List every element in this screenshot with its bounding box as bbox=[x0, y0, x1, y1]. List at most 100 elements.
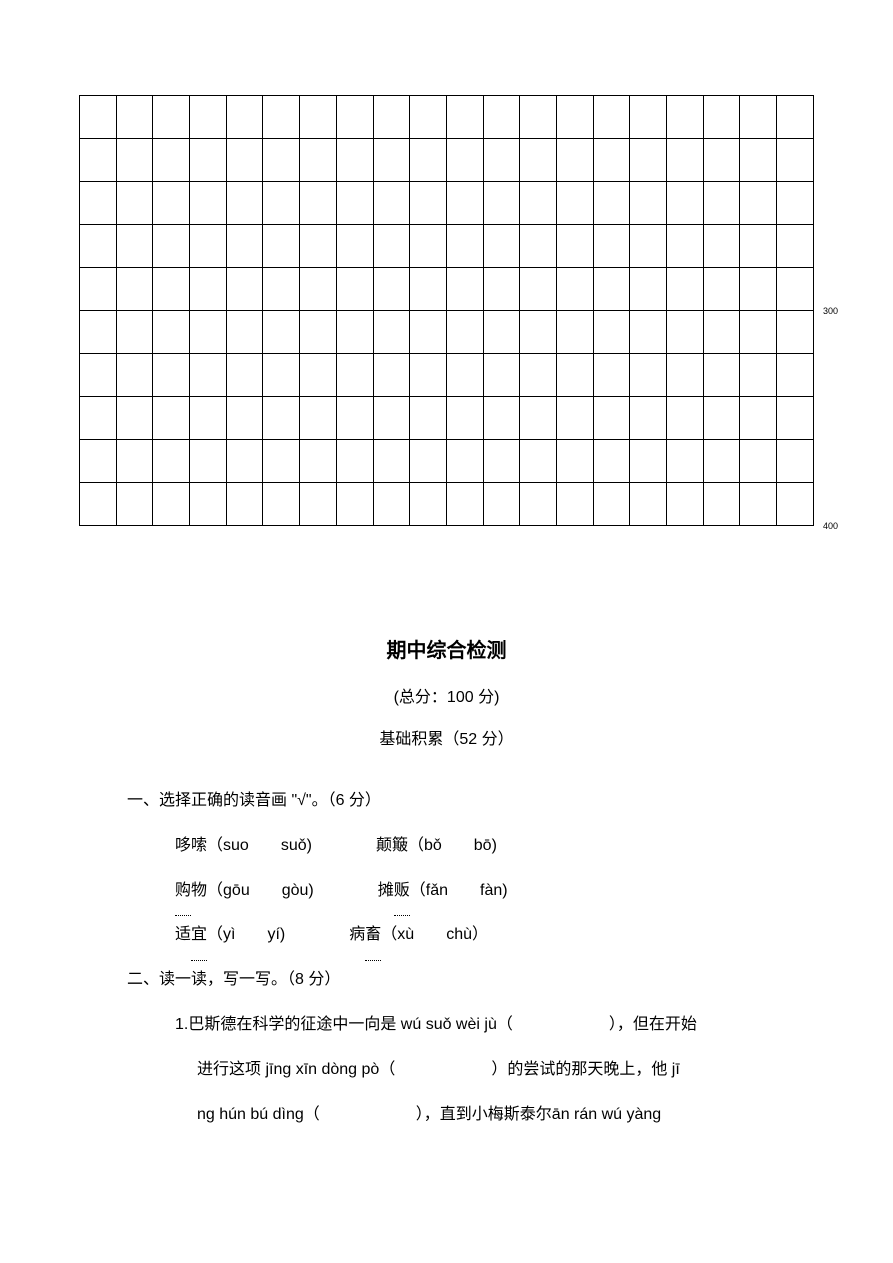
grid-cell bbox=[80, 225, 117, 268]
grid-cell bbox=[80, 139, 117, 182]
grid-cell bbox=[483, 397, 520, 440]
grid-cell bbox=[703, 311, 740, 354]
grid-cell bbox=[593, 440, 630, 483]
grid-cell bbox=[593, 139, 630, 182]
grid-cell bbox=[263, 311, 300, 354]
grid-cell bbox=[336, 440, 373, 483]
grid-cell bbox=[336, 483, 373, 526]
grid-cell bbox=[703, 225, 740, 268]
grid-cell bbox=[593, 268, 630, 311]
grid-cell bbox=[373, 225, 410, 268]
grid-cell bbox=[336, 225, 373, 268]
grid-cell bbox=[116, 397, 153, 440]
grid-cell bbox=[153, 440, 190, 483]
grid-cell bbox=[556, 311, 593, 354]
grid-cell bbox=[226, 139, 263, 182]
grid-cell bbox=[740, 96, 777, 139]
grid-cell bbox=[263, 96, 300, 139]
grid-cell bbox=[630, 397, 667, 440]
grid-cell bbox=[373, 139, 410, 182]
grid-cell bbox=[190, 225, 227, 268]
grid-cell bbox=[116, 354, 153, 397]
grid-cell bbox=[263, 268, 300, 311]
grid-cell bbox=[226, 182, 263, 225]
grid-cell bbox=[300, 397, 337, 440]
grid-cell bbox=[263, 397, 300, 440]
grid-cell bbox=[777, 397, 814, 440]
grid-cell bbox=[410, 440, 447, 483]
grid-cell bbox=[703, 268, 740, 311]
grid-cell bbox=[667, 354, 704, 397]
grid-cell bbox=[153, 96, 190, 139]
grid-cell bbox=[777, 311, 814, 354]
grid-cell bbox=[300, 483, 337, 526]
q2-line-3: ng hún bú dìng（ ），直到小梅斯泰尔ān rán wú yàng bbox=[197, 1093, 818, 1138]
grid-cell bbox=[410, 96, 447, 139]
grid-cell bbox=[703, 139, 740, 182]
grid-cell bbox=[446, 311, 483, 354]
q2-line-1: 1.巴斯德在科学的征途中一向是 wú suǒ wèi jù（ ），但在开始 bbox=[175, 1003, 818, 1048]
grid-cell bbox=[190, 483, 227, 526]
grid-cell bbox=[300, 96, 337, 139]
grid-cell bbox=[446, 397, 483, 440]
grid-cell bbox=[446, 440, 483, 483]
grid-cell bbox=[630, 354, 667, 397]
grid-cell bbox=[593, 96, 630, 139]
grid-cell bbox=[300, 354, 337, 397]
grid-cell bbox=[520, 483, 557, 526]
grid-cell bbox=[116, 268, 153, 311]
grid-cell bbox=[483, 483, 520, 526]
grid-cell bbox=[630, 225, 667, 268]
grid-cell bbox=[190, 440, 227, 483]
grid-cell bbox=[777, 96, 814, 139]
grid-cell bbox=[556, 354, 593, 397]
grid-cell bbox=[520, 397, 557, 440]
grid-cell bbox=[483, 268, 520, 311]
grid-cell bbox=[556, 182, 593, 225]
grid-cell bbox=[667, 311, 704, 354]
grid-cell bbox=[630, 182, 667, 225]
grid-cell bbox=[116, 225, 153, 268]
grid-cell bbox=[777, 354, 814, 397]
grid-cell: 400 bbox=[777, 483, 814, 526]
grid-cell bbox=[410, 268, 447, 311]
grid-cell bbox=[593, 225, 630, 268]
grid-cell bbox=[80, 96, 117, 139]
grid-cell bbox=[373, 96, 410, 139]
grid-cell bbox=[556, 268, 593, 311]
grid-cell bbox=[226, 354, 263, 397]
grid-cell: 300 bbox=[777, 268, 814, 311]
grid-cell bbox=[740, 268, 777, 311]
grid-cell bbox=[373, 268, 410, 311]
grid-cell bbox=[226, 483, 263, 526]
grid-cell bbox=[153, 483, 190, 526]
grid-cell bbox=[703, 354, 740, 397]
grid-cell bbox=[190, 397, 227, 440]
grid-cell bbox=[667, 440, 704, 483]
question-2-heading: 二、读一读，写一写。（8 分） bbox=[127, 958, 818, 1003]
grid-cell bbox=[446, 354, 483, 397]
grid-cell bbox=[80, 354, 117, 397]
grid-cell bbox=[226, 440, 263, 483]
grid-cell bbox=[116, 483, 153, 526]
grid-cell bbox=[483, 311, 520, 354]
grid-cell bbox=[116, 440, 153, 483]
total-score-label: (总分：100 分) bbox=[75, 683, 818, 707]
writing-grid: 300 400 bbox=[79, 95, 814, 526]
grid-cell bbox=[483, 96, 520, 139]
grid-cell bbox=[410, 354, 447, 397]
grid-cell bbox=[740, 139, 777, 182]
grid-cell bbox=[373, 440, 410, 483]
grid-cell bbox=[373, 311, 410, 354]
grid-cell bbox=[593, 483, 630, 526]
grid-cell bbox=[483, 182, 520, 225]
grid-cell bbox=[667, 96, 704, 139]
grid-cell bbox=[153, 354, 190, 397]
grid-cell bbox=[740, 354, 777, 397]
grid-cell bbox=[556, 440, 593, 483]
grid-cell bbox=[190, 268, 227, 311]
grid-cell bbox=[667, 225, 704, 268]
grid-cell bbox=[593, 397, 630, 440]
grid-cell bbox=[80, 311, 117, 354]
grid-cell bbox=[667, 182, 704, 225]
